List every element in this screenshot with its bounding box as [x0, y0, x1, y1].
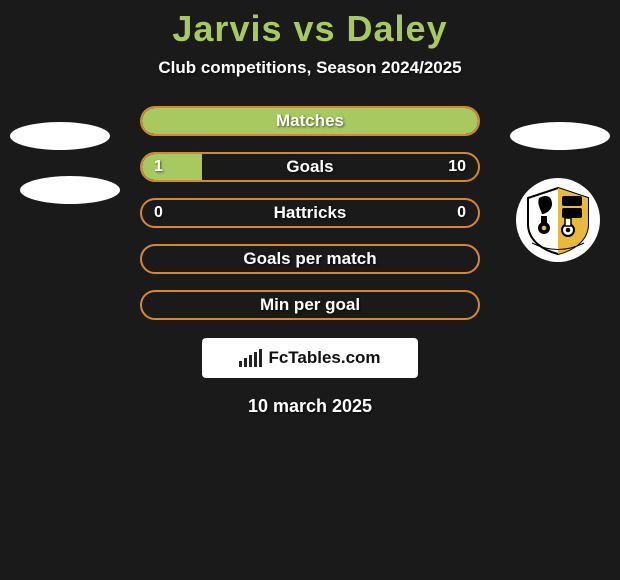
- stat-row-min-per-goal: Min per goal: [140, 290, 480, 320]
- stat-label: Goals per match: [142, 246, 478, 272]
- player-right-ellipse: [510, 122, 610, 150]
- stat-row-goals-per-match: Goals per match: [140, 244, 480, 274]
- club-crest-right: [516, 178, 600, 262]
- player-left-ellipse-2: [20, 176, 120, 204]
- comparison-card: Jarvis vs Daley Club competitions, Seaso…: [0, 0, 620, 580]
- stat-label: Hattricks: [142, 200, 478, 226]
- page-subtitle: Club competitions, Season 2024/2025: [158, 58, 461, 78]
- stat-right-value: 0: [457, 200, 466, 226]
- stat-label: Min per goal: [142, 292, 478, 318]
- stat-label: Goals: [142, 154, 478, 180]
- player-left-ellipse-1: [10, 122, 110, 150]
- site-logo-text: FcTables.com: [268, 348, 380, 368]
- page-title: Jarvis vs Daley: [172, 8, 447, 50]
- stat-row-matches: Matches: [140, 106, 480, 136]
- stat-row-hattricks: 0 Hattricks 0: [140, 198, 480, 228]
- stat-row-goals: 1 Goals 10: [140, 152, 480, 182]
- crest-icon: [522, 184, 594, 256]
- stat-right-value: 10: [448, 154, 466, 180]
- footer-date: 10 march 2025: [248, 396, 372, 417]
- site-logo[interactable]: FcTables.com: [202, 338, 418, 378]
- bars-icon: [239, 349, 262, 367]
- stat-label: Matches: [142, 108, 478, 134]
